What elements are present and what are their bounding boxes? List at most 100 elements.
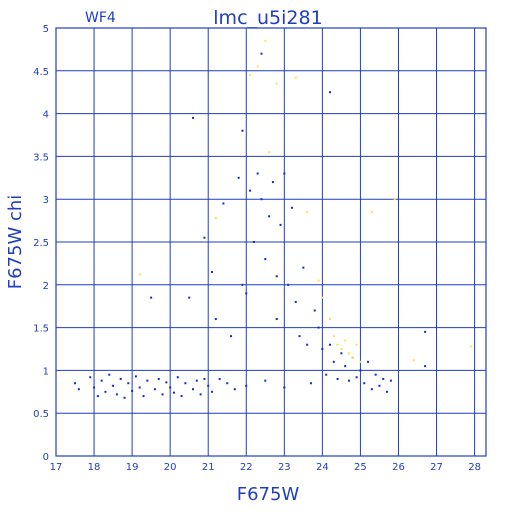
data-point (237, 176, 240, 179)
data-point (260, 198, 263, 201)
data-point (203, 377, 206, 380)
data-point (96, 395, 99, 398)
highlight-series (138, 39, 472, 363)
data-point (298, 335, 301, 338)
data-point (382, 377, 385, 380)
highlight-point (275, 82, 278, 85)
x-tick-label: 23 (278, 462, 291, 473)
data-point (123, 396, 126, 399)
data-point (93, 386, 96, 389)
y-tick-label: 0.5 (33, 409, 49, 420)
data-point (332, 360, 335, 363)
data-point (313, 309, 316, 312)
highlight-point (355, 343, 358, 346)
data-point (370, 388, 373, 391)
data-point (203, 236, 206, 239)
data-point (252, 241, 255, 243)
highlight-point (317, 279, 320, 282)
data-point (249, 189, 252, 192)
data-point (336, 377, 339, 380)
data-point (138, 386, 141, 389)
y-tick-label: 1.5 (33, 324, 49, 335)
data-point (104, 390, 107, 393)
y-axis-label: F675W chi (5, 195, 26, 290)
x-tick-label: 20 (164, 462, 177, 473)
highlight-point (332, 335, 335, 338)
data-point (268, 215, 271, 218)
x-tick-label: 17 (50, 462, 63, 473)
data-point (153, 388, 156, 391)
tick-labels: 17 18 19 20 21 22 23 24 25 26 27 28 0 0.5 1 1.5 2 2.5 3 3.5… (33, 24, 481, 473)
y-tick-label: 5 (43, 24, 49, 35)
data-point (226, 382, 229, 385)
y-tick-label: 3 (43, 195, 49, 206)
data-point (131, 389, 134, 392)
y-tick-label: 0 (43, 452, 49, 463)
data-point (306, 343, 309, 346)
data-point (290, 206, 293, 209)
data-point (363, 382, 366, 385)
data-point (184, 382, 187, 385)
data-point (287, 283, 290, 286)
highlight-point (249, 74, 252, 77)
x-tick-label: 24 (316, 462, 329, 473)
y-tick-label: 4.5 (33, 67, 49, 78)
data-point (264, 258, 267, 261)
data-point (321, 348, 324, 350)
data-point (180, 395, 183, 398)
data-point (218, 377, 221, 380)
data-point (211, 270, 214, 273)
data-point (142, 395, 145, 398)
data-point (100, 379, 103, 382)
data-point (317, 326, 320, 329)
data-point (172, 391, 175, 394)
data-point (256, 172, 259, 175)
data-point (275, 275, 278, 278)
data-point (188, 296, 191, 299)
data-point (325, 373, 328, 376)
grid (55, 27, 486, 457)
highlight-point (370, 211, 373, 214)
data-point (309, 382, 312, 385)
data-point (424, 330, 427, 333)
highlight-point (256, 65, 259, 68)
data-point (150, 296, 153, 299)
data-point (264, 379, 267, 382)
y-tick-label: 3.5 (33, 152, 49, 163)
data-point (195, 379, 198, 382)
data-point (134, 375, 137, 378)
data-point (211, 390, 214, 393)
data-point (176, 376, 179, 379)
data-point (283, 172, 286, 175)
data-point (359, 369, 362, 372)
x-tick-label: 18 (88, 462, 101, 473)
data-point (222, 202, 225, 205)
data-point (374, 373, 377, 376)
data-point (108, 373, 111, 376)
x-tick-label: 21 (202, 462, 215, 473)
data-point (245, 384, 248, 387)
highlight-point (306, 211, 309, 214)
data-point (233, 388, 236, 391)
data-point (241, 129, 244, 132)
main-series (74, 52, 427, 399)
data-point (191, 116, 194, 119)
data-point (161, 393, 164, 396)
highlight-point (214, 217, 217, 220)
x-axis-label: F675W (237, 484, 300, 505)
x-tick-label: 25 (354, 462, 367, 473)
highlight-point (294, 76, 297, 79)
highlight-point (138, 273, 141, 276)
y-tick-label: 2.5 (33, 238, 49, 249)
highlight-point (264, 39, 267, 42)
data-point (389, 379, 392, 382)
plot-frame (55, 27, 487, 457)
highlight-point (359, 360, 362, 363)
highlight-point (328, 318, 331, 321)
data-point (275, 318, 278, 321)
data-point (165, 381, 168, 384)
highlight-point (344, 339, 347, 342)
highlight-point (336, 343, 339, 346)
data-point (378, 384, 381, 387)
y-tick-label: 1 (43, 366, 49, 377)
